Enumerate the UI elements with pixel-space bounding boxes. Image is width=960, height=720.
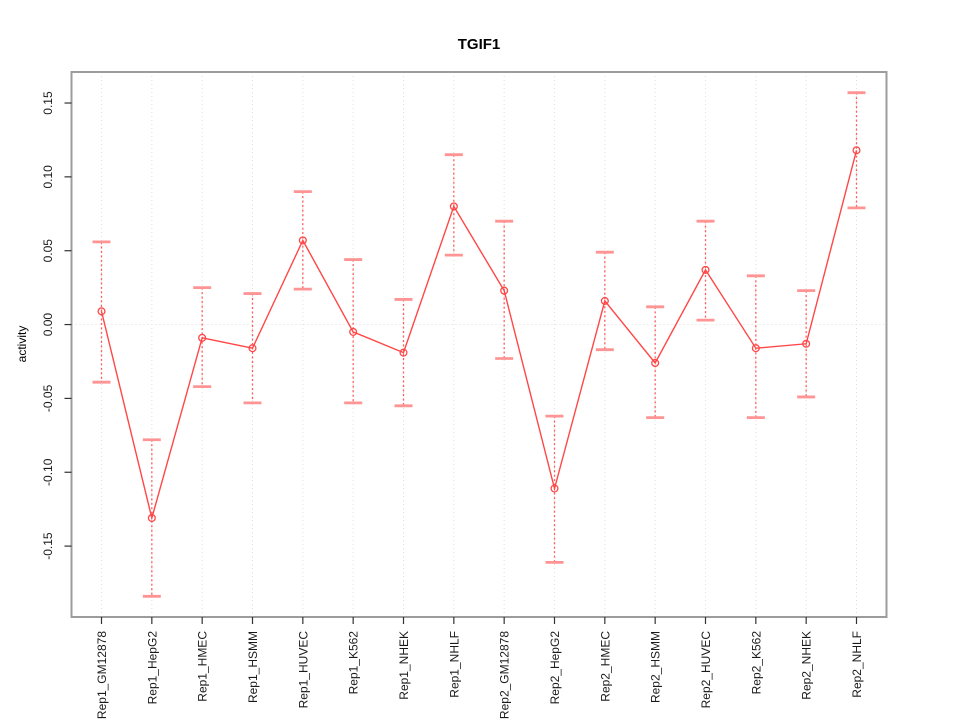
x-tick-label: Rep2_K562	[749, 631, 763, 695]
data-point	[449, 202, 458, 211]
x-tick-label: Rep2_HMEC	[598, 631, 612, 702]
x-tick-label: Rep1_HSMM	[246, 631, 260, 703]
data-point	[298, 236, 307, 245]
data-point	[751, 344, 760, 353]
y-tick-label: 0.15	[41, 91, 55, 115]
x-tick-label: Rep2_GM12878	[498, 631, 512, 719]
data-point	[651, 358, 660, 368]
y-tick-label: -0.10	[41, 458, 55, 486]
data-point	[147, 513, 156, 523]
data-point	[248, 344, 257, 353]
y-axis-label: activity	[15, 326, 29, 363]
y-tick-label: -0.15	[41, 532, 55, 560]
x-tick-label: Rep1_HUVEC	[296, 631, 310, 709]
data-point	[97, 307, 106, 316]
plot-generated: 0.15 0.10 0.05 0.00 -0.05 -0.10 -0.15 Rep1_GM12…	[41, 71, 888, 719]
data-point	[852, 146, 861, 155]
x-tick-label: Rep2_HepG2	[548, 631, 562, 705]
x-tick-label: Rep1_GM12878	[95, 631, 109, 719]
y-tick-label: -0.05	[41, 384, 55, 412]
x-tick-label: Rep1_HMEC	[196, 631, 210, 702]
x-tick-label: Rep2_NHEK	[800, 631, 814, 700]
data-point	[349, 327, 358, 336]
y-tick-label: 0.10	[41, 165, 55, 189]
x-tick-label: Rep2_HSMM	[649, 631, 663, 703]
data-point	[701, 265, 710, 274]
x-tick-label: Rep1_NHLF	[447, 631, 461, 698]
series-line	[100, 150, 858, 521]
data-point	[198, 333, 207, 342]
data-point	[550, 484, 559, 493]
y-tick-label: 0.00	[41, 313, 55, 337]
x-tick-label: Rep2_HUVEC	[699, 631, 713, 709]
data-point	[500, 286, 509, 295]
plot-border	[70, 71, 888, 618]
data-point	[600, 296, 609, 305]
x-tick-label: Rep2_NHLF	[850, 631, 864, 698]
x-tick-label: Rep1_HepG2	[145, 631, 159, 705]
chart-title: TGIF1	[458, 36, 501, 53]
data-point	[399, 348, 408, 357]
data-point	[802, 339, 811, 348]
x-tick-label: Rep1_NHEK	[397, 631, 411, 700]
x-tick-label: Rep1_K562	[347, 631, 361, 695]
y-tick-label: 0.05	[41, 239, 55, 263]
